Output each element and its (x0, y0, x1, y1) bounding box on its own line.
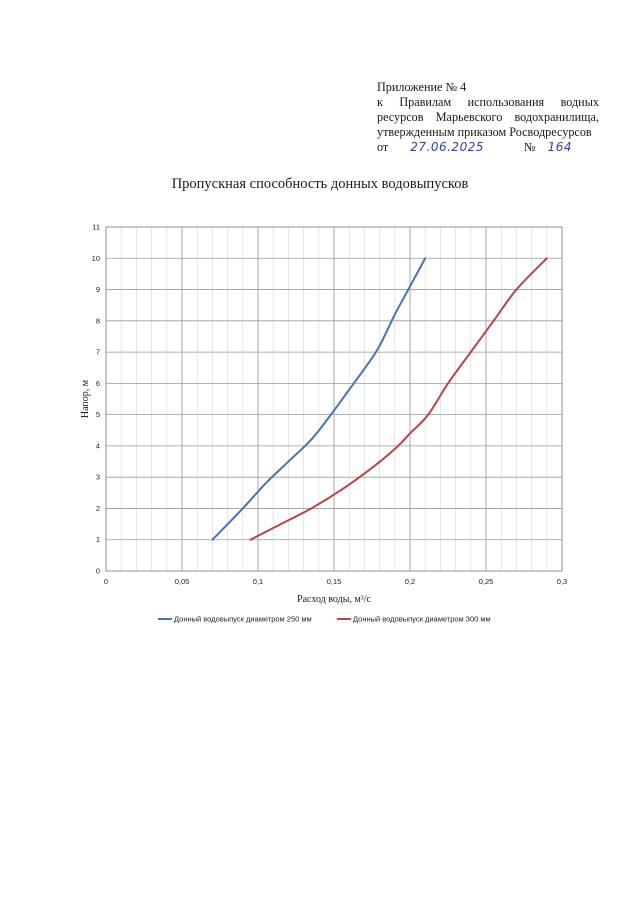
y-tick-labels: 0 1 2 3 4 5 6 7 8 9 10 11 (92, 223, 100, 576)
x-tick-label: 0,25 (479, 577, 494, 586)
x-tick-label: 0,15 (327, 577, 342, 586)
appendix-header: Приложение № 4 к Правилам использования … (377, 80, 599, 155)
x-axis-label: Расход воды, м³/с (297, 594, 372, 605)
chart-title: Пропускная способность донных водовыпуск… (171, 176, 469, 192)
series-line-1 (211, 257, 427, 541)
x-tick-label: 0 (104, 577, 108, 586)
legend-label-1: Донный водовыпуск диаметром 250 мм (174, 615, 312, 624)
appendix-line-3: ресурсов Марьевского водохранилища, (377, 110, 599, 124)
series-line-2 (249, 257, 548, 541)
grid-major (105, 226, 563, 572)
legend: Донный водовыпуск диаметром 250 мм Донный… (158, 615, 491, 624)
legend-label-2: Донный водовыпуск диаметром 300 мм (353, 615, 491, 624)
y-tick-label: 6 (96, 379, 100, 388)
order-date-row: от 27.06.2025 № 164 (377, 140, 599, 155)
y-tick-label: 2 (96, 504, 100, 513)
y-tick-label: 8 (96, 316, 100, 325)
x-tick-label: 0,05 (175, 577, 190, 586)
x-tick-label: 0,2 (405, 577, 415, 586)
appendix-line-2: к Правилам использования водных (377, 95, 599, 109)
y-tick-label: 10 (92, 254, 100, 263)
number-label: № (523, 140, 536, 154)
y-tick-label: 5 (96, 410, 100, 419)
y-tick-label: 3 (96, 473, 100, 482)
y-tick-label: 9 (96, 285, 100, 294)
plot-frame (105, 226, 563, 572)
order-date: 27.06.2025 (410, 140, 484, 154)
appendix-line-4: утвержденным приказом Росводресурсов (377, 125, 592, 139)
grid-minor (120, 227, 548, 571)
y-axis-label: Напор, м (80, 379, 91, 418)
y-tick-label: 7 (96, 348, 100, 357)
appendix-number: Приложение № 4 (377, 80, 467, 94)
order-number: 164 (547, 140, 573, 154)
y-tick-label: 1 (96, 535, 100, 544)
series-lines (211, 257, 548, 541)
x-tick-label: 0,1 (253, 577, 263, 586)
y-tick-label: 0 (96, 567, 100, 576)
x-tick-label: 0,3 (557, 577, 567, 586)
y-tick-label: 11 (92, 223, 100, 232)
from-label: от (377, 140, 389, 154)
x-tick-labels: 0 0,05 0,1 0,15 0,2 0,25 0,3 (104, 577, 567, 586)
y-tick-label: 4 (96, 441, 100, 450)
